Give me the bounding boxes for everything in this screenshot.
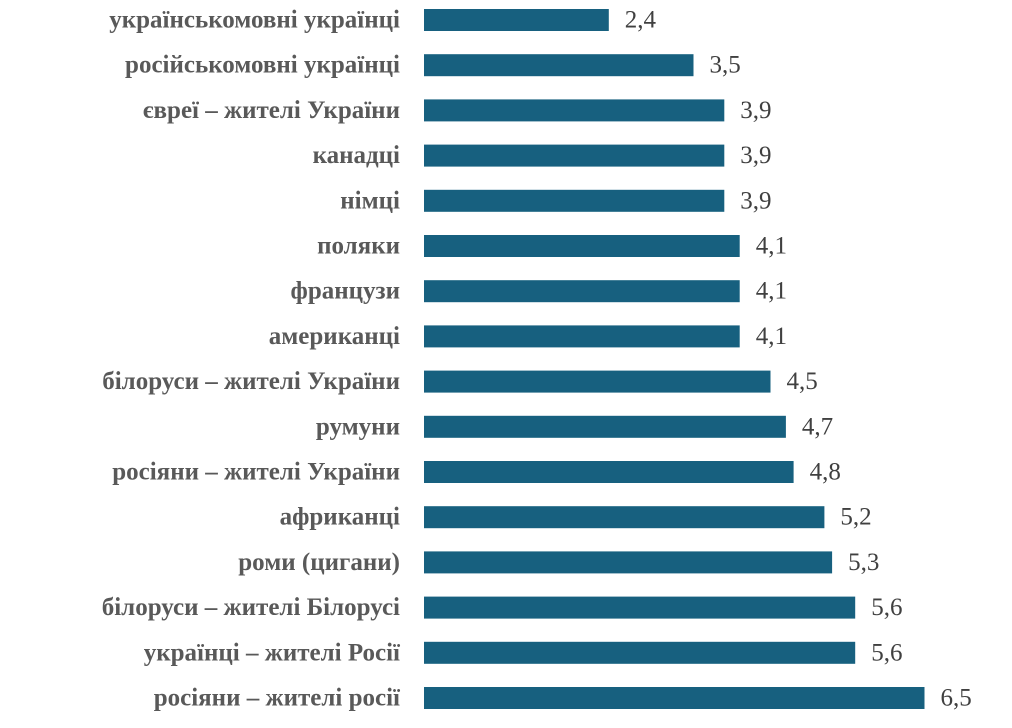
value-label: 4,5	[787, 368, 818, 395]
category-label: поляки	[317, 233, 400, 260]
bar	[424, 325, 740, 348]
value-label: 4,8	[810, 459, 841, 486]
category-label: росіяни – жителі росії	[154, 685, 401, 712]
value-label: 4,1	[756, 278, 787, 305]
value-label: 4,7	[802, 413, 833, 440]
category-label: українці – жителі Росії	[144, 639, 401, 666]
bar	[424, 596, 856, 619]
value-label: 6,5	[941, 685, 972, 712]
value-label: 3,9	[740, 97, 771, 124]
category-label: білоруси – жителі України	[102, 368, 400, 395]
category-label: українськомовні українці	[109, 7, 400, 34]
bar	[424, 99, 725, 122]
category-label: німці	[340, 187, 400, 214]
category-label: роми (цигани)	[238, 549, 400, 576]
bar	[424, 415, 786, 438]
category-label: росіяни – жителі України	[112, 459, 400, 486]
category-label: румуни	[316, 413, 400, 440]
bars-group: українськомовні українці 2,4 російськомовн…	[102, 7, 972, 712]
bar	[424, 189, 725, 212]
bar	[424, 370, 771, 393]
bar	[424, 280, 740, 303]
bar	[424, 641, 856, 664]
value-label: 3,5	[710, 52, 741, 79]
bar	[424, 235, 740, 257]
value-label: 4,1	[756, 233, 787, 260]
value-label: 2,4	[625, 7, 657, 34]
category-label: білоруси – жителі Білорусі	[102, 594, 400, 621]
value-label: 3,9	[740, 142, 771, 169]
bar	[424, 144, 725, 167]
value-label: 5,6	[871, 639, 902, 666]
category-label: російськомовні українці	[125, 52, 400, 79]
category-label: африканці	[280, 504, 400, 531]
value-label: 5,2	[840, 504, 871, 531]
category-label: американці	[269, 323, 400, 350]
value-label: 3,9	[740, 187, 771, 214]
bar	[424, 54, 694, 77]
value-label: 4,1	[756, 323, 787, 350]
category-label: євреї – жителі України	[143, 97, 400, 124]
category-label: канадці	[313, 142, 400, 169]
bar	[424, 551, 833, 574]
bar	[424, 461, 794, 483]
bar	[424, 9, 609, 31]
value-label: 5,6	[871, 594, 902, 621]
bar	[424, 687, 925, 709]
value-label: 5,3	[848, 549, 879, 576]
category-label: французи	[291, 278, 400, 305]
bar	[424, 506, 825, 529]
